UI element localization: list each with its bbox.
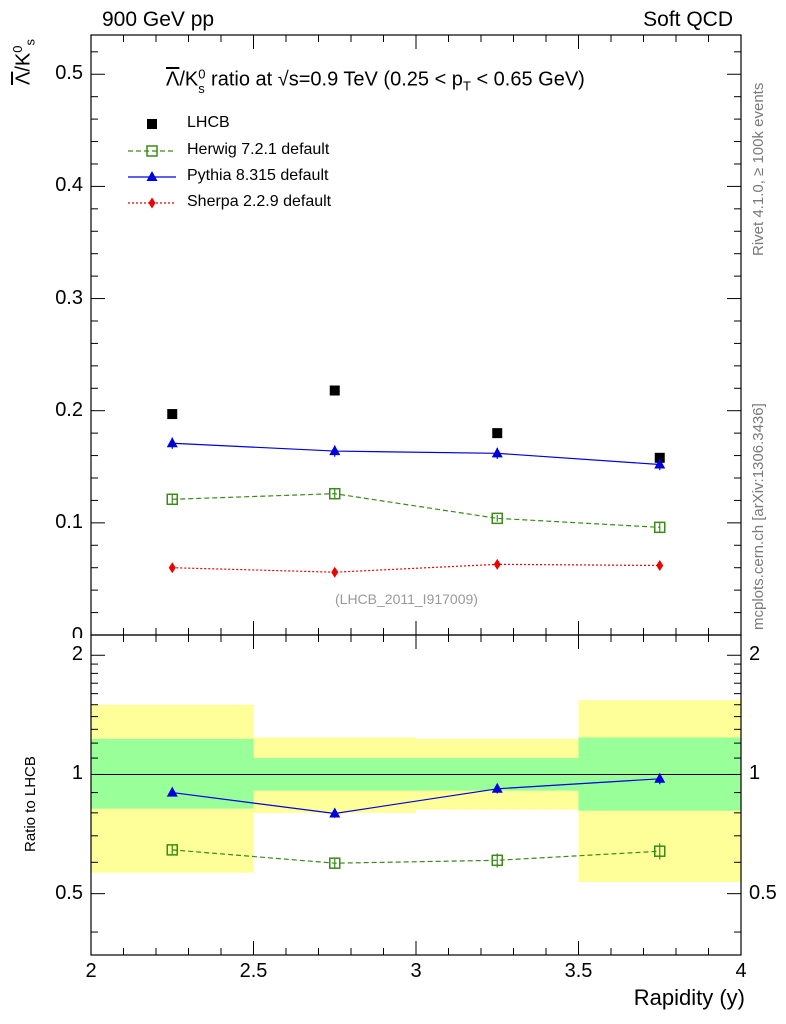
ratio-y-tick-label-left: 2 <box>71 643 83 666</box>
ratio-line-pythia <box>172 778 660 815</box>
ratio-y-tick-label-right: 1 <box>749 762 761 785</box>
legend-label-pythia: Pythia 8.315 default <box>187 167 329 184</box>
ratio-point-pythia <box>654 772 666 783</box>
rivet-version-label: Rivet 4.1.0, ≥ 100k events <box>750 82 767 256</box>
y-axis-label: Λ/K0s <box>10 39 38 85</box>
legend-markers <box>128 119 176 209</box>
x-tick-label: 4 <box>735 960 747 982</box>
data-point-pythia <box>654 458 666 469</box>
y-tick-label: 0.4 <box>55 174 83 197</box>
data-point-sherpa <box>656 559 664 571</box>
ratio-point-herwig <box>166 844 178 856</box>
title-sub: s <box>198 80 205 96</box>
ratio-y-tick-label-left: 0.5 <box>55 881 83 904</box>
ratio-line-herwig <box>172 849 660 864</box>
series-line-pythia <box>172 442 660 466</box>
ratio-y-tick-label-right: 2 <box>749 643 761 666</box>
series-line-herwig <box>172 493 660 528</box>
ratio-y-tick-label-right: 0.5 <box>749 881 777 904</box>
title-rest: ratio at √s=0.9 TeV (0.25 < p <box>205 68 463 91</box>
y-tick-label: 0.1 <box>55 510 83 533</box>
ratio-point-herwig <box>491 854 503 867</box>
analysis-id: (LHCB_2011_I917009) <box>335 591 478 607</box>
legend-marker-pythia <box>146 171 158 181</box>
header-left: 900 GeV pp <box>102 8 215 31</box>
data-point-lhcb <box>492 428 503 439</box>
ratio-point-herwig <box>654 845 666 857</box>
data-point-herwig <box>654 521 666 534</box>
data-point-lhcb <box>654 452 665 463</box>
ratio-point-pythia <box>329 807 341 818</box>
mcplots-label: mcplots.cern.ch [arXiv:1306.3436] <box>750 403 767 630</box>
data-point-sherpa <box>331 566 339 578</box>
ratio-band-inner <box>91 738 254 809</box>
ylabel-lambda: Λ <box>12 71 35 85</box>
data-point-lhcb <box>167 409 178 420</box>
ratio-y-tick-label-left: 1 <box>71 762 83 785</box>
legend-label-sherpa: Sherpa 2.2.9 default <box>187 193 332 210</box>
ylabel-sup: 0 <box>10 45 25 53</box>
data-point-pythia <box>166 437 178 448</box>
x-tick-label: 2.5 <box>239 960 268 982</box>
ratio-point-pythia <box>491 782 503 793</box>
y-tick-label: 0.2 <box>55 398 83 421</box>
y-tick-label: 0.5 <box>55 62 83 85</box>
ylabel-mid: /K <box>12 52 35 72</box>
x-tick-label: 3.5 <box>564 960 593 982</box>
ratio-uncertainty-bands <box>91 700 741 883</box>
title-tail: < 0.65 GeV) <box>470 68 585 91</box>
x-tick-label: 3 <box>410 960 422 982</box>
data-point-sherpa <box>168 562 176 574</box>
data-point-herwig <box>491 512 503 525</box>
x-axis-label: Rapidity (y) <box>633 985 745 1010</box>
chart-title: Λ/K0 s ratio at √s=0.9 TeV (0.25 < pT < 0… <box>166 66 585 96</box>
y-tick-label: 0 <box>71 624 83 638</box>
legend-marker-sherpa <box>148 197 156 209</box>
y-tick-label: 0.3 <box>55 286 83 309</box>
data-point-lhcb <box>329 385 340 396</box>
ylabel-sub: s <box>22 39 38 46</box>
legend-label-lhcb: LHCB <box>187 114 230 131</box>
main-panel-series <box>166 385 666 578</box>
ratio-point-pythia <box>166 786 178 797</box>
series-line-sherpa <box>172 563 660 573</box>
data-point-herwig <box>329 487 341 500</box>
legend-marker-herwig <box>146 145 158 157</box>
legend-marker-lhcb <box>147 119 157 129</box>
ratio-point-herwig <box>329 857 341 869</box>
data-point-sherpa <box>493 558 501 570</box>
title-pt-sub: T <box>462 78 471 94</box>
header-right: Soft QCD <box>643 8 733 31</box>
axis-ticks <box>90 35 742 955</box>
data-point-pythia <box>329 445 341 456</box>
title-sup: 0 <box>198 66 206 81</box>
ratio-y-axis-label: Ratio to LHCB <box>22 756 39 852</box>
data-point-herwig <box>166 493 178 506</box>
title-ratio-mid: /K <box>179 68 199 91</box>
ratio-panel-series <box>166 772 666 870</box>
title-lambda-bar: Λ <box>166 68 180 91</box>
x-tick-label: 2 <box>85 960 97 982</box>
legend-label-herwig: Herwig 7.2.1 default <box>187 141 330 158</box>
data-point-pythia <box>491 447 503 458</box>
